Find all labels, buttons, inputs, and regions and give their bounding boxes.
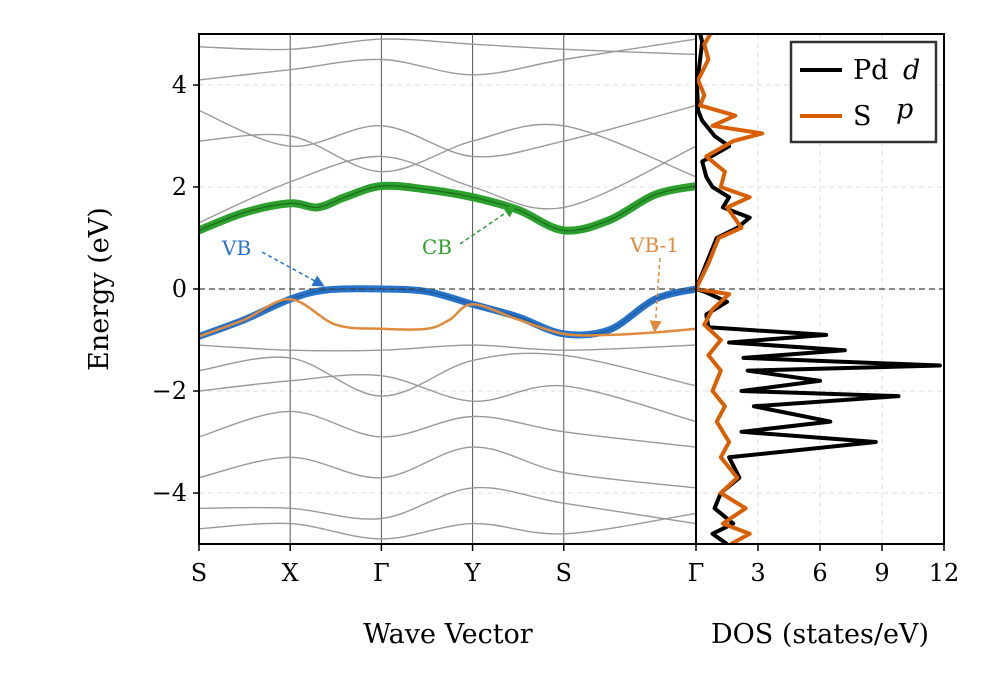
annotation-vb-arrow (261, 251, 325, 287)
other-band-line (199, 145, 696, 224)
other-band-line (199, 352, 696, 397)
kpoint-label: S (191, 559, 207, 587)
dos-tick-label: 12 (929, 559, 960, 587)
legend-label-italic: d (903, 55, 920, 86)
band-x-axis-title: Wave Vector (363, 619, 533, 650)
dos-tick-label: 9 (874, 559, 889, 587)
annotation-vb-1-arrow (649, 257, 662, 333)
annotation-cb-arrow (459, 205, 517, 245)
kpoint-label: Y (464, 559, 482, 587)
kpoint-label: X (282, 559, 299, 587)
annotation-vb-label: VB (221, 236, 251, 260)
dos-tick-label: Γ (688, 559, 705, 587)
other-band-line (199, 123, 696, 178)
other-band-line (199, 38, 696, 81)
kpoint-label: Γ (373, 559, 390, 587)
other-band-line (199, 446, 696, 489)
kpoint-label: S (556, 559, 572, 587)
y-tick-label: 0 (172, 275, 187, 303)
other-band-line (199, 38, 696, 56)
other-band-line (199, 104, 696, 158)
band-vb-1-line (199, 297, 696, 338)
legend-box (789, 40, 938, 144)
y-tick-label: −2 (152, 377, 187, 405)
other-band-line (199, 410, 696, 448)
y-tick-label: −4 (152, 479, 187, 507)
y-axis-ticks: −4 −2 0 2 4 (152, 71, 199, 507)
y-axis-title: Energy (eV) (84, 207, 115, 371)
other-band-line (199, 373, 696, 423)
band-vb-core-line (199, 288, 696, 337)
band-vb-line (199, 285, 696, 340)
dos-axis-ticks: Γ 3 6 9 12 (688, 544, 960, 587)
legend-label: Pd (853, 55, 888, 86)
band-cb-core-line (199, 185, 696, 232)
dos-tick-label: 6 (812, 559, 827, 587)
other-band-line (199, 344, 696, 352)
other-band-line (199, 486, 696, 525)
band-lines (199, 38, 696, 540)
legend-label: S (853, 101, 872, 132)
y-tick-label: 2 (172, 173, 187, 201)
dos-series-pd-d-line (696, 34, 942, 544)
legend-label-italic: p (896, 94, 913, 125)
other-band-line (199, 512, 696, 540)
dos-x-axis-title: DOS (states/eV) (711, 619, 929, 650)
dos-tick-label: 3 (750, 559, 765, 587)
dos-legend: Pd dS p (789, 40, 938, 144)
annotation-cb-label: CB (422, 235, 452, 259)
dos-curves (696, 34, 942, 544)
dos-series-s-p-line (696, 34, 765, 544)
band-annotations: VB CB VB-1 (221, 205, 679, 333)
annotation-vb-1-label: VB-1 (629, 233, 679, 257)
y-tick-label: 4 (172, 71, 187, 99)
